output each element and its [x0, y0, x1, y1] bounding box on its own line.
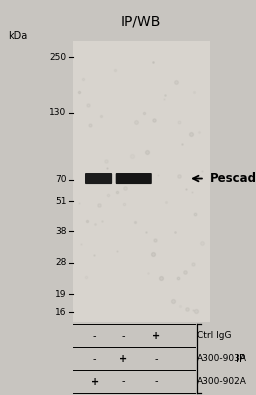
- Text: A300-902A: A300-902A: [197, 377, 247, 386]
- Text: 28: 28: [55, 258, 67, 267]
- Text: 19: 19: [55, 290, 67, 299]
- Text: 250: 250: [49, 53, 67, 62]
- Text: +: +: [91, 376, 99, 387]
- Text: -: -: [121, 331, 125, 341]
- Bar: [73, 41, 210, 322]
- Text: +: +: [119, 354, 127, 364]
- Text: Ctrl IgG: Ctrl IgG: [197, 331, 232, 340]
- Text: -: -: [93, 331, 97, 341]
- Text: -: -: [154, 376, 158, 387]
- Text: -: -: [93, 354, 97, 364]
- Text: -: -: [121, 376, 125, 387]
- Text: -: -: [154, 354, 158, 364]
- Text: 16: 16: [55, 308, 67, 316]
- Text: kDa: kDa: [8, 30, 27, 41]
- FancyBboxPatch shape: [116, 173, 152, 184]
- FancyBboxPatch shape: [85, 173, 112, 184]
- Text: IP: IP: [236, 354, 245, 364]
- Text: A300-903A: A300-903A: [197, 354, 247, 363]
- Text: +: +: [152, 331, 160, 341]
- Text: 130: 130: [49, 108, 67, 117]
- Text: IP/WB: IP/WB: [121, 15, 161, 29]
- Text: 51: 51: [55, 197, 67, 206]
- Text: 70: 70: [55, 175, 67, 184]
- Text: Pescadillo: Pescadillo: [210, 172, 256, 185]
- Text: 38: 38: [55, 227, 67, 235]
